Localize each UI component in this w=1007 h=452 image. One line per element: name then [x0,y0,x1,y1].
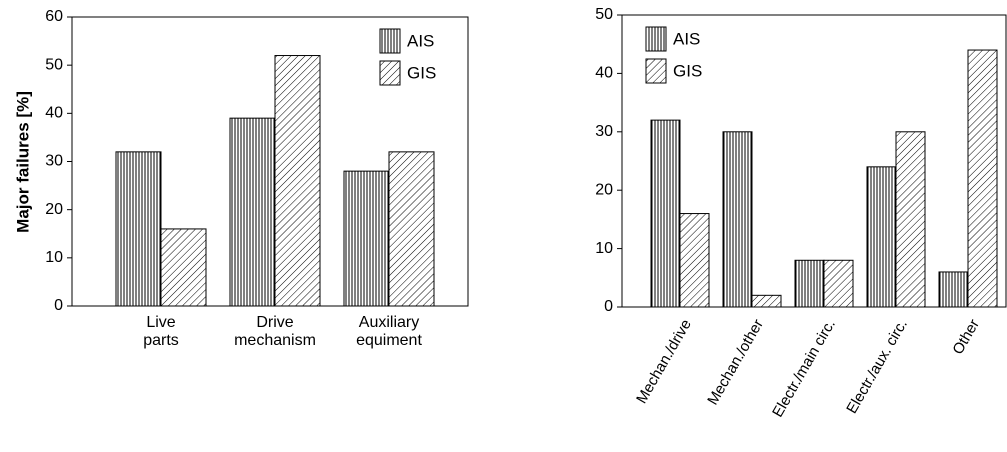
y-tick-label: 20 [45,201,63,218]
legend-label: AIS [407,31,434,50]
bar [866,166,897,308]
bar [967,49,998,308]
legend-swatch [645,26,667,52]
legend-swatch [379,60,401,86]
bar [938,271,969,308]
x-tick-label: Auxiliary equiment [356,314,422,349]
x-tick-label: Mechan./drive [633,316,695,406]
legend-swatch [379,28,401,54]
bar [895,131,926,308]
bar [388,151,435,307]
y-tick-label: 30 [595,123,613,140]
x-tick-label: Live parts [143,314,179,349]
x-tick-label: Electr./main circ. [769,316,839,420]
y-tick-label: 10 [45,249,63,266]
bar [160,228,207,307]
bar [679,213,710,308]
bar [229,117,276,307]
bar [115,151,162,307]
legend-label: GIS [673,61,702,80]
legend-label: GIS [407,63,436,82]
bar [823,259,854,308]
y-tick-label: 40 [45,105,63,122]
bar [650,119,681,308]
legend-label: AIS [673,29,700,48]
x-tick-label: Drive mechanism [234,314,316,349]
x-tick-label: Mechan./other [704,316,767,408]
y-tick-label: 50 [595,6,613,23]
bar [343,170,390,307]
x-tick-label: Electr./aux. circ. [843,316,911,416]
y-tick-label: 40 [595,65,613,82]
y-tick-label: 10 [595,240,613,257]
bar [274,55,321,307]
y-tick-label: 30 [45,153,63,170]
y-axis-label: Major failures [%] [13,91,32,233]
y-tick-label: 60 [45,8,63,25]
x-tick-label: Other [949,316,982,357]
y-tick-label: 50 [45,56,63,73]
bar [794,259,825,308]
y-tick-label: 0 [54,297,63,314]
y-tick-label: 0 [604,298,613,315]
y-tick-label: 20 [595,181,613,198]
bar [751,294,782,308]
bar [722,131,753,308]
legend-swatch [645,58,667,84]
